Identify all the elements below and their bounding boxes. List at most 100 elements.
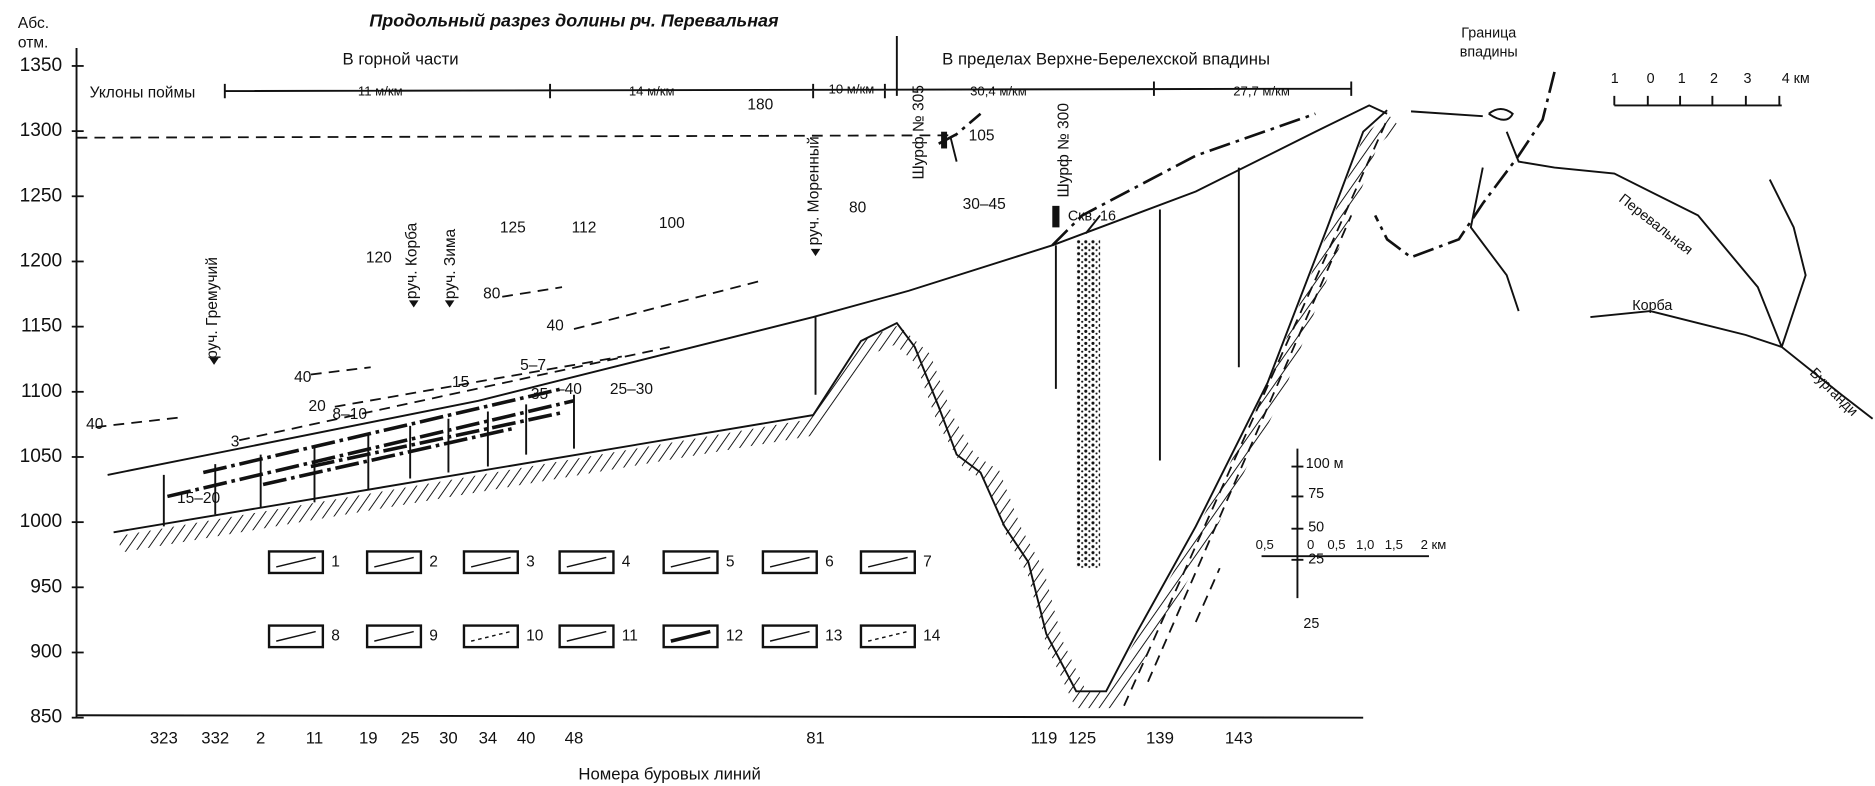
slope: 30,4 м/км (970, 84, 1027, 99)
scale-label: 2 (1710, 71, 1718, 87)
river-label: Бурганди (1806, 365, 1861, 420)
y-tick-label: 1000 (20, 511, 63, 532)
annotation: 80 (849, 199, 867, 216)
annotation: 8–10 (332, 406, 367, 423)
annotation: 20 (309, 398, 327, 415)
annotation: 125 (500, 220, 526, 237)
legend-symbol (868, 557, 907, 567)
borehole-label: 125 (1068, 729, 1096, 748)
slope: 11 м/км (358, 84, 403, 99)
slope: 27,7 м/км (1233, 84, 1290, 99)
legend-label: 9 (429, 627, 438, 644)
legend-label: 8 (331, 627, 340, 644)
map-label: впадины (1460, 45, 1518, 61)
annotation: 80 (483, 285, 501, 302)
scale-label: 100 м (1306, 456, 1344, 472)
borehole-label: 119 (1031, 729, 1058, 748)
borehole-label: 143 (1225, 729, 1253, 748)
annotation: 40 (86, 416, 104, 433)
borehole-column (1076, 239, 1100, 568)
legend-label: 7 (923, 553, 932, 570)
annotation: 25–30 (610, 381, 654, 398)
legend-label: 4 (622, 553, 631, 570)
river-label: Перевальная (1616, 191, 1696, 258)
section-linework (77, 36, 1394, 718)
y-tick-label: 1050 (20, 446, 63, 467)
pit-label: Скв. 16 (1068, 208, 1116, 224)
legend-symbol (671, 557, 710, 567)
legend-symbol (471, 632, 510, 642)
legend-symbol (567, 557, 606, 567)
slope-label: Уклоны поймы (90, 85, 196, 102)
legend-label: 12 (726, 627, 743, 644)
elevation-axis: 1350130012501200115011001050100095090085… (20, 55, 84, 728)
x-axis-label: Номера буровых линий (578, 764, 760, 783)
axis-label: отм. (18, 34, 48, 51)
annotation: 15–20 (177, 490, 221, 507)
borehole-label: 2 (256, 729, 265, 748)
zone-label: В пределах Верхне-Берелехской впадины (942, 49, 1270, 68)
y-tick-label: 1300 (20, 120, 63, 141)
scale-label: 0,5 (1256, 537, 1274, 552)
scale-label: 4 км (1782, 71, 1810, 87)
annotation: 40 (546, 318, 564, 335)
scale-label: 1 (1678, 71, 1686, 87)
annotation: 112 (572, 220, 597, 237)
legend-label: 5 (726, 553, 735, 570)
annotation: 3 (231, 434, 240, 451)
stream-label: руч. Корба (404, 222, 421, 299)
borehole-label: 139 (1146, 729, 1174, 748)
y-tick-label: 950 (30, 576, 62, 597)
annotation: –40 (556, 381, 582, 398)
legend-symbol (671, 632, 710, 642)
scale-label: 50 (1308, 519, 1324, 535)
borehole-label: 25 (401, 729, 420, 748)
y-tick-label: 1200 (20, 251, 63, 272)
y-tick-label: 900 (30, 642, 62, 663)
legend-symbol (861, 626, 915, 648)
borehole-label: 40 (517, 729, 536, 748)
scale-label: 0 (1647, 71, 1655, 87)
legend-symbol (464, 626, 518, 648)
section-diagram: 1234567891011121314 13501300125012001150… (0, 0, 1875, 786)
legend-symbol (471, 557, 510, 567)
scale-label: 1 (1611, 71, 1619, 87)
scale-label: 25 (1308, 552, 1324, 568)
stream-label: руч. Гремучий (204, 257, 221, 359)
annotation: 100 (659, 215, 685, 232)
legend-symbol (868, 632, 907, 642)
scale-label: 1,5 (1385, 537, 1403, 552)
annotation: 180 (747, 97, 773, 114)
river-label: Корба (1632, 298, 1672, 314)
scale-label: 2 км (1421, 537, 1447, 552)
stream-label: руч. Зима (442, 228, 459, 299)
scale-label: 0 (1307, 537, 1314, 552)
title: Продольный разрез долины рч. Перевальная (369, 10, 779, 30)
legend-label: 6 (825, 553, 834, 570)
scale-label: 3 (1743, 71, 1751, 87)
legend-symbol (770, 557, 809, 567)
axis-label: Абс. (18, 15, 49, 32)
legend-symbol (374, 557, 413, 567)
map (1262, 72, 1873, 598)
map-label: Граница (1461, 25, 1516, 41)
scale-label: 0,5 (1327, 537, 1345, 552)
legend-label: 14 (923, 627, 941, 644)
borehole-label: 81 (806, 729, 825, 748)
borehole-label: 48 (565, 729, 584, 748)
y-tick-label: 1350 (20, 55, 63, 76)
annotation: 105 (969, 128, 995, 145)
zone-label: В горной части (343, 49, 459, 68)
legend-label: 13 (825, 627, 842, 644)
borehole-label: 332 (201, 729, 229, 748)
legend-label: 3 (526, 553, 535, 570)
borehole-label: 34 (479, 729, 498, 748)
borehole-label: 323 (150, 729, 178, 748)
scale-label: 25 (1303, 616, 1319, 632)
slope: 14 м/км (629, 84, 675, 99)
y-tick-label: 1250 (20, 185, 63, 206)
annotation: 5–7 (520, 357, 546, 374)
scale-label: 75 (1308, 486, 1324, 502)
annotation: 30–45 (963, 196, 1006, 213)
